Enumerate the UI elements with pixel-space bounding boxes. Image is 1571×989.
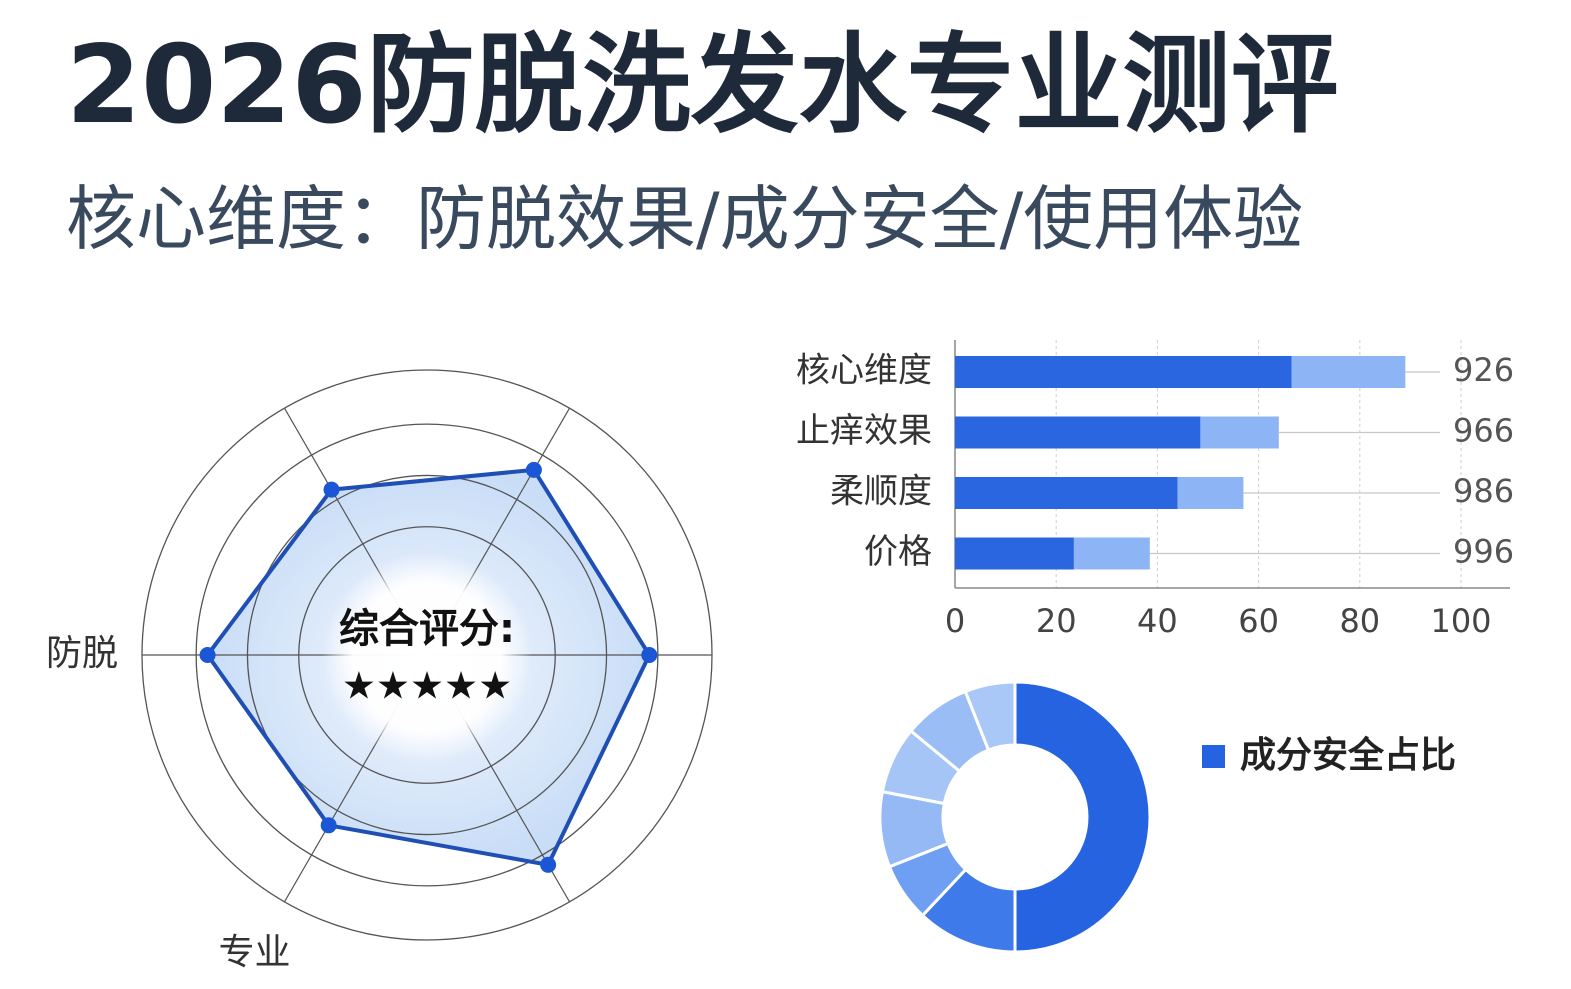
y-tick-label: 价格	[864, 532, 932, 572]
x-tick-label: 60	[1238, 602, 1279, 640]
legend-label: 成分安全占比	[1240, 734, 1456, 776]
radar-label: 防脱	[46, 633, 118, 674]
radar-point	[641, 647, 658, 663]
bar-segment	[955, 537, 1074, 570]
bar-segment	[1073, 537, 1150, 570]
subtitle: 核心维度：防脱效果/成分安全/使用体验	[66, 178, 1303, 260]
radar-point	[323, 481, 340, 498]
bar-segment	[955, 356, 1292, 388]
radar-point	[525, 461, 542, 478]
center-glow	[322, 552, 532, 762]
x-tick-label: 20	[1036, 602, 1077, 640]
score-label: 996	[1453, 533, 1514, 571]
score-label: 926	[1453, 351, 1514, 389]
donut-segment	[1013, 680, 1152, 954]
x-tick-label: 80	[1339, 602, 1380, 640]
bar-segment	[1200, 416, 1279, 449]
score-label: 986	[1453, 472, 1514, 510]
y-tick-label: 止痒效果	[796, 411, 932, 451]
center-title: 综合评分:	[339, 606, 515, 652]
radar-point	[320, 817, 337, 834]
radar-point	[199, 647, 216, 663]
donut-segment	[963, 680, 1017, 753]
x-tick-label: 0	[945, 602, 965, 640]
score-label: 966	[1453, 412, 1514, 450]
y-tick-label: 柔顺度	[830, 472, 932, 512]
center-rating: ★★★★★	[342, 664, 512, 708]
bar-segment	[955, 416, 1201, 449]
radar-label: 专业	[218, 932, 290, 973]
bar-segment	[1291, 356, 1406, 388]
y-tick-label: 核心维度	[796, 351, 932, 391]
x-tick-label: 100	[1430, 602, 1491, 640]
title: 2026防脱洗发水专业测评	[66, 23, 1339, 148]
radar-point	[540, 856, 557, 873]
legend-swatch	[1202, 745, 1225, 768]
bar-segment	[1177, 477, 1244, 509]
x-tick-label: 40	[1137, 602, 1178, 640]
bar-segment	[955, 477, 1178, 509]
